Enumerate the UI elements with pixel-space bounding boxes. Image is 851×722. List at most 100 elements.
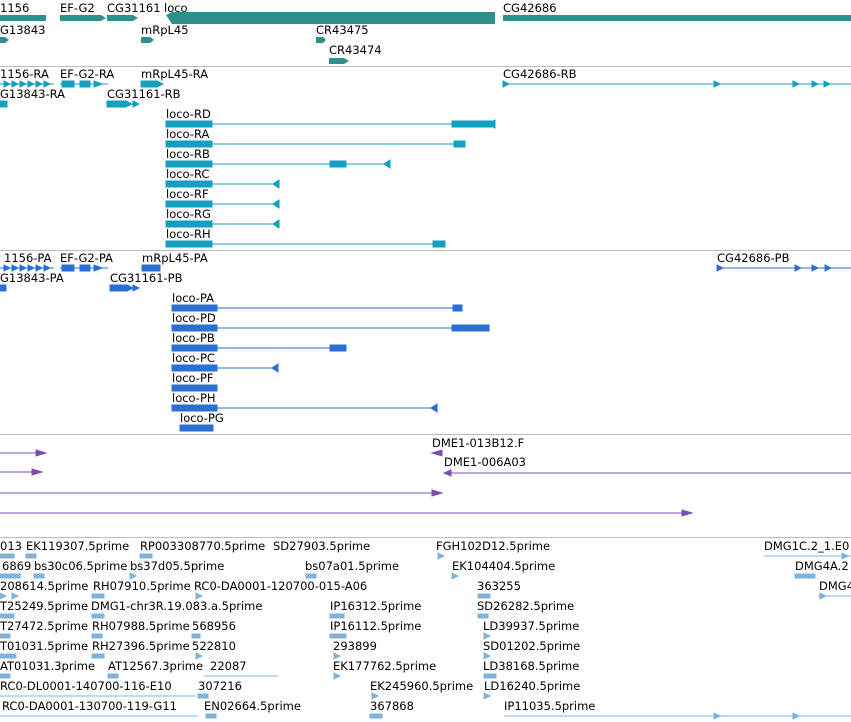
gene-cr43475-feature[interactable] (316, 37, 326, 43)
est-label: AT12567.3prime (108, 659, 204, 673)
est-label: IP16112.5prime (330, 619, 422, 633)
est-label: SD27903.5prime (273, 539, 371, 553)
est-label: 568956 (192, 619, 236, 633)
protein-label: loco-PD (172, 311, 216, 325)
est-label: T01031.5prime (0, 639, 89, 653)
est-label: RC0-DA0001-120700-015-A06 (194, 579, 368, 593)
est-label: RH07910.5prime (93, 579, 191, 593)
est-label: bs30c06.5prime (34, 559, 128, 573)
transcript-label: mRpL45-RA (141, 67, 209, 81)
track-separator (0, 250, 851, 251)
est-label: 293899 (333, 639, 377, 653)
est-label: DMG4A.2 (795, 559, 849, 573)
protein-label: EF-G2-PA (60, 251, 113, 265)
est-label: EK177762.5prime (333, 659, 437, 673)
est-label: 013 (0, 539, 22, 553)
clone-track: DME1-013B12.F DME1-006A03 (0, 435, 851, 537)
est-label: RC0-DA0001-130700-119-G11 (2, 699, 177, 713)
est-label: IP11035.5prime (504, 699, 596, 713)
est-label: 522810 (192, 639, 236, 653)
protein-label: mRpL45-PA (142, 251, 208, 265)
gene-mrpl45-feature[interactable] (141, 37, 154, 43)
gene-label: CR43475 (316, 23, 369, 37)
gene-cr43474-feature[interactable] (329, 58, 349, 64)
gene-label: 1156 (0, 1, 30, 15)
gene-ef-g2-feature[interactable] (60, 15, 106, 21)
est-label: RH07988.5prime (92, 619, 190, 633)
est-label: SD26282.5prime (477, 599, 575, 613)
est-label: 363255 (477, 579, 521, 593)
protein-label: loco-PF (172, 371, 214, 385)
gene-label: CG31161 (107, 1, 161, 15)
clone-label: DME1-006A03 (444, 455, 526, 469)
est-label: IP16312.5prime (330, 599, 422, 613)
transcript-label: loco-RF (166, 187, 209, 201)
transcript-label: 1156-RA (0, 67, 49, 81)
est-label: LD38168.5prime (483, 659, 580, 673)
est-label: EK245960.5prime (370, 679, 474, 693)
est-label: EK119307.5prime (26, 539, 130, 553)
clone-label: DME1-013B12.F (432, 436, 525, 450)
est-glyphs (0, 552, 851, 720)
gene-g13843-feature[interactable] (0, 37, 9, 43)
est-label: RH27396.5prime (92, 639, 190, 653)
transcript-label: CG42686-RB (503, 67, 577, 81)
est-label: DMG1-chr3R.19.083.a.5prime (91, 599, 263, 613)
est-label: 307216 (198, 679, 242, 693)
est-track: 013 EK119307.5prime RP003308770.5prime S… (0, 538, 851, 722)
est-label: EK104404.5prime (452, 559, 556, 573)
est-label: bs37d05.5prime (130, 559, 225, 573)
gene-label: G13843 (0, 23, 46, 37)
est-label: EN02664.5prime (204, 699, 301, 713)
track-separator (0, 537, 851, 538)
protein-label: CG42686-PB (717, 251, 790, 265)
est-label: T25249.5prime (0, 599, 89, 613)
protein-label: G13843-PA (0, 271, 64, 285)
transcript-track: 1156-RA EF-G2-RA mRpL45-RA CG42686-RB G1… (0, 67, 851, 250)
protein-label: CG31161-PB (110, 271, 183, 285)
gene-label: mRpL45 (141, 23, 189, 37)
gene-label: loco (164, 1, 188, 15)
transcript-label: CG31161-RB (107, 87, 181, 101)
est-label: T27472.5prime (0, 619, 89, 633)
gene-label: CR43474 (329, 43, 382, 57)
protein-label: loco-PG (180, 411, 224, 425)
est-label: DMG1C.2_1.E0 (764, 539, 850, 553)
gene-glyphs (0, 12, 851, 64)
est-label: 6869 (2, 559, 32, 573)
protein-track: 1156-PA EF-G2-PA mRpL45-PA CG42686-PB G1… (0, 251, 851, 434)
gene-label: CG42686 (503, 1, 557, 15)
gene-cg42686-feature[interactable] (503, 15, 851, 21)
transcript-label: loco-RD (166, 107, 211, 121)
est-label: LD39937.5prime (483, 619, 580, 633)
est-label: 208614.5prime (0, 579, 89, 593)
protein-label: loco-PH (172, 391, 216, 405)
gene-loco-feature[interactable] (166, 12, 495, 24)
transcript-label: loco-RC (166, 167, 210, 181)
protein-label: loco-PC (172, 351, 215, 365)
est-label: FGH102D12.5prime (436, 539, 551, 553)
transcript-label: loco-RH (166, 227, 211, 241)
est-label: LD16240.5prime (484, 679, 581, 693)
transcript-label: loco-RG (166, 207, 211, 221)
est-label: RP003308770.5prime (140, 539, 266, 553)
transcript-label: loco-RB (166, 147, 210, 161)
est-label: 367868 (370, 699, 414, 713)
est-label: DMG4 (819, 579, 851, 593)
gene-track: 1156 EF-G2 CG31161 loco CG42686 G13843 m… (0, 0, 851, 66)
protein-glyphs (0, 264, 851, 432)
gene-1156-feature[interactable] (0, 15, 46, 21)
clone-glyphs (0, 449, 851, 517)
protein-label: loco-PA (172, 291, 215, 305)
transcript-label: G13843-RA (0, 87, 66, 101)
est-label: RC0-DL0001-140700-116-E10 (0, 679, 172, 693)
transcript-label: EF-G2-RA (60, 67, 115, 81)
est-label: bs07a01.5prime (305, 559, 400, 573)
protein-label: loco-PB (172, 331, 215, 345)
gene-cg31161-feature[interactable] (107, 15, 138, 21)
track-separator (0, 66, 851, 67)
transcript-glyphs (0, 80, 851, 248)
gene-label: EF-G2 (60, 1, 95, 15)
est-label: SD01202.5prime (483, 639, 581, 653)
est-label: 22087 (210, 659, 247, 673)
